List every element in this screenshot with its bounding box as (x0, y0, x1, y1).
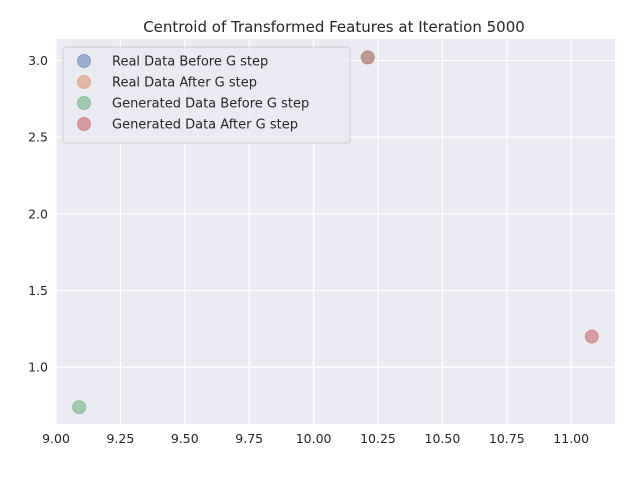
x-axis-ticks: 9.00 9.25 9.50 9.75 10.00 10.25 10.50 10.75 11.0… (42, 431, 589, 446)
y-tick-label: 2.0 (28, 206, 48, 221)
x-tick-label: 10.50 (425, 431, 461, 446)
legend-marker (77, 75, 91, 89)
y-tick-label: 2.5 (28, 130, 48, 145)
legend: Real Data Before G step Real Data After G… (62, 46, 351, 144)
y-tick-label: 1.0 (28, 360, 48, 375)
legend-label: Real Data After G step (112, 76, 257, 91)
legend-marker (77, 96, 91, 110)
y-tick-label: 3.0 (28, 53, 48, 68)
y-tick-label: 1.5 (28, 283, 48, 298)
y-axis-ticks: 1.0 1.5 2.0 2.5 3.0 (28, 53, 48, 375)
x-tick-label: 10.25 (360, 431, 396, 446)
x-tick-label: 10.75 (489, 431, 525, 446)
legend-label: Real Data Before G step (112, 55, 268, 70)
x-tick-label: 9.25 (106, 431, 134, 446)
legend-marker (77, 54, 91, 68)
x-tick-label: 11.00 (553, 431, 589, 446)
data-point-series-3 (72, 400, 87, 415)
x-tick-label: 9.50 (171, 431, 199, 446)
data-point-series-2 (360, 50, 375, 65)
x-tick-label: 10.00 (296, 431, 332, 446)
chart-title: Centroid of Transformed Features at Iter… (143, 18, 525, 36)
legend-frame (62, 46, 351, 144)
legend-marker (77, 117, 91, 131)
data-points (72, 50, 599, 415)
data-point-series-4 (584, 329, 599, 344)
x-tick-label: 9.00 (42, 431, 70, 446)
x-tick-label: 9.75 (235, 431, 263, 446)
legend-label: Generated Data After G step (112, 118, 298, 133)
legend-label: Generated Data Before G step (112, 97, 309, 112)
